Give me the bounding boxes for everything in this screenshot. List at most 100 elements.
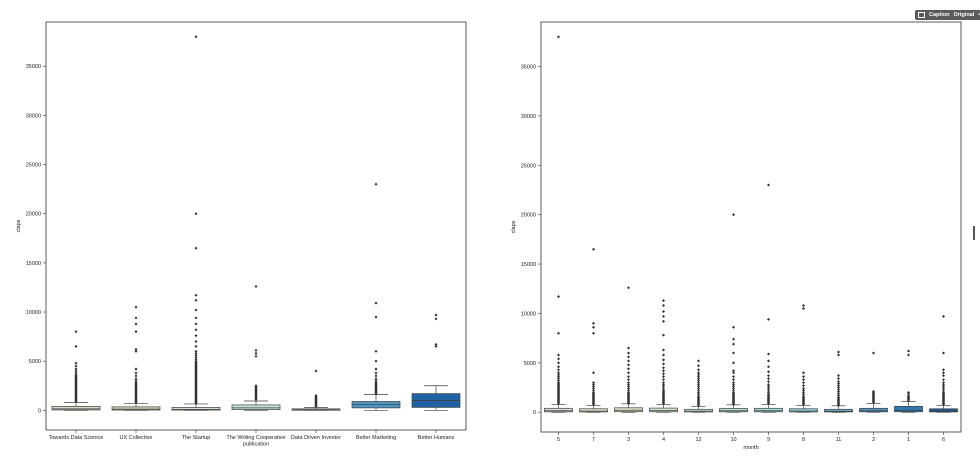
outlier-point <box>592 321 595 325</box>
outlier-point <box>837 382 840 386</box>
outlier-point <box>837 374 840 378</box>
outlier-point <box>732 385 735 389</box>
x-tick-label-data-driven-investor: Data Driven Investor <box>291 435 341 441</box>
outlier-point <box>627 346 630 350</box>
outlier-point <box>662 358 665 362</box>
outlier-point <box>942 314 945 318</box>
x-tick-label-8: 8 <box>802 437 805 443</box>
outlier-point <box>942 371 945 375</box>
iqr-box <box>754 407 783 413</box>
outlier-point <box>767 380 770 384</box>
y-tick-label: 25000 <box>521 163 536 169</box>
outlier-point <box>627 385 630 389</box>
outlier-point <box>557 375 560 379</box>
outlier-point <box>697 394 700 398</box>
outlier-point <box>767 370 770 374</box>
iqr-box <box>51 406 101 411</box>
x-tick-label-ux-collective: UX Collective <box>119 435 152 441</box>
y-tick-label: 10000 <box>26 310 41 316</box>
iqr-box <box>789 408 818 413</box>
outlier-point <box>942 383 945 387</box>
box-better-humans <box>411 313 461 411</box>
x-tick-label-10: 10 <box>730 437 736 443</box>
outlier-point <box>74 364 78 368</box>
outlier-point <box>254 354 258 358</box>
outlier-point <box>254 384 258 388</box>
box-better-marketing <box>351 182 401 411</box>
outlier-point <box>837 391 840 395</box>
outlier-point <box>74 367 78 371</box>
iqr-box <box>171 407 221 411</box>
y-tick-label: 30000 <box>521 114 536 120</box>
scroll-indicator[interactable] <box>973 226 975 240</box>
outlier-point <box>134 347 138 351</box>
outlier-point <box>697 377 700 381</box>
outlier-point <box>374 377 378 381</box>
outlier-point <box>802 387 805 391</box>
outlier-point <box>732 337 735 341</box>
y-tick-label: 25000 <box>26 163 41 169</box>
outlier-point <box>194 298 198 302</box>
outlier-point <box>434 344 438 348</box>
x-tick-label-towards-data-science: Towards Data Science <box>49 435 104 441</box>
outlier-point <box>942 374 945 378</box>
outlier-point <box>697 392 700 396</box>
outlier-point <box>697 359 700 363</box>
outlier-point <box>697 389 700 393</box>
outlier-point <box>134 377 138 381</box>
y-axis-label: claps <box>511 220 517 233</box>
iqr-box <box>824 408 853 413</box>
outlier-point <box>557 357 560 361</box>
y-tick-label: 20000 <box>521 213 536 219</box>
outlier-point <box>802 304 805 308</box>
box-12 <box>684 359 713 413</box>
outlier-point <box>254 348 258 352</box>
outlier-point <box>592 371 595 375</box>
outlier-point <box>697 390 700 394</box>
outlier-point <box>194 334 198 338</box>
outlier-point <box>592 247 595 251</box>
box-1 <box>894 349 923 413</box>
box-the-startup <box>171 35 221 411</box>
original-button[interactable]: Original <box>953 12 975 18</box>
outlier-point <box>627 378 630 382</box>
outlier-point <box>767 365 770 369</box>
caption-toggle-icon[interactable] <box>918 12 925 18</box>
box-6 <box>929 314 958 413</box>
outlier-point <box>697 368 700 372</box>
outlier-point <box>627 375 630 379</box>
iqr-box <box>684 408 713 413</box>
box-3 <box>614 286 643 413</box>
outlier-point <box>627 371 630 375</box>
outlier-point <box>557 381 560 385</box>
outlier-point <box>732 390 735 394</box>
y-axis-label: claps <box>16 219 22 232</box>
more-options-button[interactable]: ••• <box>978 10 980 20</box>
outlier-point <box>697 364 700 368</box>
caption-button[interactable]: Caption <box>929 12 950 18</box>
outlier-point <box>732 375 735 379</box>
outlier-point <box>134 374 138 378</box>
outlier-point <box>194 308 198 312</box>
outlier-point <box>592 387 595 391</box>
outlier-point <box>942 381 945 385</box>
plot-frame <box>540 21 962 433</box>
outlier-point <box>134 316 138 320</box>
outlier-point <box>557 371 560 375</box>
outlier-point <box>662 369 665 373</box>
y-tick-label: 30000 <box>26 113 41 119</box>
outlier-point <box>254 351 258 355</box>
box-10 <box>719 213 748 413</box>
x-tick-label-5: 5 <box>557 437 560 443</box>
box-4 <box>649 299 678 413</box>
x-axis-label: month <box>743 445 758 451</box>
outlier-point <box>662 362 665 366</box>
outlier-point <box>942 385 945 389</box>
iqr-box <box>544 407 573 413</box>
outlier-point <box>732 369 735 373</box>
outlier-point <box>374 182 378 186</box>
outlier-point <box>662 304 665 308</box>
outlier-point <box>627 359 630 363</box>
y-tick-label: 5000 <box>524 361 536 367</box>
outlier-point <box>732 213 735 217</box>
